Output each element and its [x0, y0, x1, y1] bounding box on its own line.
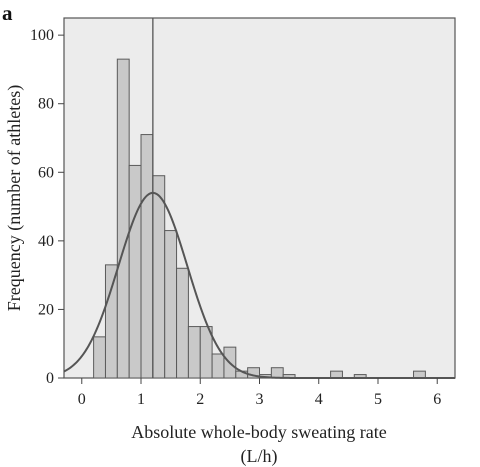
x-tick-label: 1: [137, 391, 145, 408]
y-tick-label: 60: [38, 164, 54, 181]
histogram-bar: [199, 326, 213, 379]
histogram-bar: [211, 353, 225, 379]
y-axis-title: Frequency (number of athletes): [4, 85, 25, 311]
y-tick-label: 40: [38, 233, 54, 250]
panel-label: a: [2, 1, 13, 25]
y-tick-label: 0: [46, 370, 54, 387]
y-tick-label: 20: [38, 301, 54, 318]
histogram-bar: [330, 370, 343, 379]
histogram-bar: [187, 326, 201, 379]
histogram-bar: [128, 164, 142, 379]
histogram-bar: [93, 336, 106, 379]
histogram-bar: [270, 367, 284, 379]
x-tick-label: 5: [374, 391, 382, 408]
x-tick-label: 0: [78, 391, 86, 408]
histogram-bar: [164, 230, 178, 379]
x-axis: 0 1 2 3 4 5 6: [78, 378, 441, 408]
y-tick-label: 80: [38, 96, 54, 113]
normal-curve: [63, 191, 455, 379]
y-axis: 0 20 40 60 80 100: [30, 27, 64, 387]
x-axis-title: Absolute whole-body sweating rate: [131, 422, 386, 442]
histogram-bar: [176, 267, 189, 379]
curve-layer: [63, 18, 455, 379]
histogram-bar: [140, 134, 154, 379]
y-tick-label: 100: [30, 27, 54, 44]
x-axis-unit: (L/h): [241, 446, 278, 467]
x-tick-label: 4: [315, 391, 323, 408]
histogram-bar: [413, 370, 426, 379]
histogram-bar: [152, 175, 166, 379]
x-tick-label: 2: [196, 391, 204, 408]
histogram-bar: [104, 264, 118, 379]
histogram-bar: [116, 58, 130, 379]
x-tick-label: 6: [433, 391, 441, 408]
x-tick-label: 3: [256, 391, 264, 408]
